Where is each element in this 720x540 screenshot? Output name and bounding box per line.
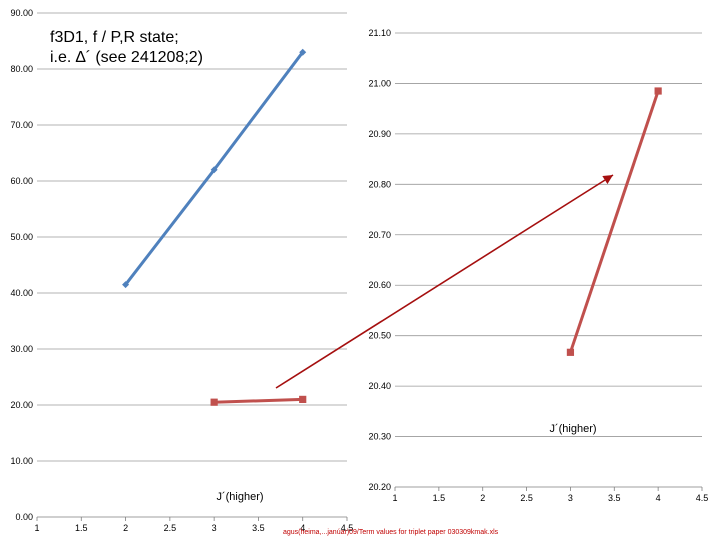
chart-title-line-1: f3D1, f / P,R state; bbox=[50, 29, 179, 46]
right-x-tick-label: 4.5 bbox=[696, 493, 709, 503]
right-x-tick-label: 2 bbox=[480, 493, 485, 503]
right-x-tick-label: 1.5 bbox=[433, 493, 446, 503]
right-y-tick-label: 20.80 bbox=[368, 179, 391, 189]
right-x-axis-label: J´(higher) bbox=[549, 423, 596, 435]
left-y-tick-label: 90.00 bbox=[10, 8, 33, 18]
left-x-tick-label: 4.5 bbox=[341, 523, 354, 533]
right-x-tick-label: 3.5 bbox=[608, 493, 621, 503]
left-y-tick-label: 60.00 bbox=[10, 176, 33, 186]
right-y-tick-label: 21.10 bbox=[368, 28, 391, 38]
left-x-tick-label: 1 bbox=[34, 523, 39, 533]
right-y-tick-label: 20.30 bbox=[368, 432, 391, 442]
right-x-tick-label: 1 bbox=[392, 493, 397, 503]
right-x-tick-label: 2.5 bbox=[520, 493, 533, 503]
left-x-axis-label: J´(higher) bbox=[216, 491, 263, 503]
left-x-tick-label: 1.5 bbox=[75, 523, 88, 533]
right-y-tick-label: 20.50 bbox=[368, 331, 391, 341]
footer-note: agus(heima,...janúar)09/Term values for … bbox=[283, 529, 499, 536]
right-y-tick-label: 20.20 bbox=[368, 482, 391, 492]
right-y-tick-label: 21.00 bbox=[368, 78, 391, 88]
connecting-arrow bbox=[275, 174, 614, 389]
left-y-tick-label: 50.00 bbox=[10, 232, 33, 242]
right-x-tick-label: 3 bbox=[568, 493, 573, 503]
left-series-0-point bbox=[210, 166, 218, 174]
right-y-tick-label: 20.60 bbox=[368, 280, 391, 290]
left-x-tick-label: 2.5 bbox=[164, 523, 177, 533]
left-y-tick-label: 70.00 bbox=[10, 120, 33, 130]
right-series-0-point bbox=[566, 348, 575, 356]
left-series-0-point bbox=[299, 48, 307, 56]
left-y-tick-label: 0.00 bbox=[15, 512, 33, 522]
left-x-tick-label: 3 bbox=[212, 523, 217, 533]
right-x-tick-label: 4 bbox=[656, 493, 661, 503]
right-y-tick-label: 20.40 bbox=[368, 381, 391, 391]
left-x-tick-label: 4 bbox=[300, 523, 305, 533]
right-chart: 20.20 20.30 20.40 20.50 20.60 20.70 20.80 20.90… bbox=[368, 28, 708, 503]
right-series-0-line bbox=[569, 90, 660, 353]
right-y-tick-label: 20.70 bbox=[368, 230, 391, 240]
left-y-tick-label: 20.00 bbox=[10, 400, 33, 410]
left-chart: 0.00 10.00 20.00 30.00 40.00 50.00 60.00 70.00 8… bbox=[10, 8, 353, 533]
right-y-tick-label: 20.90 bbox=[368, 129, 391, 139]
right-series-0-point bbox=[654, 87, 662, 95]
left-y-tick-label: 30.00 bbox=[10, 344, 33, 354]
chart-title-line-2: i.e. ∆´ (see 241208;2) bbox=[50, 49, 203, 66]
left-y-tick-label: 40.00 bbox=[10, 288, 33, 298]
left-x-tick-label: 3.5 bbox=[252, 523, 265, 533]
left-y-tick-label: 80.00 bbox=[10, 64, 33, 74]
left-x-tick-label: 2 bbox=[123, 523, 128, 533]
left-series-1-line bbox=[214, 397, 303, 404]
left-y-tick-label: 10.00 bbox=[10, 456, 33, 466]
left-series-0-point bbox=[122, 281, 130, 289]
chart-title: f3D1, f / P,R state; i.e. ∆´ (see 241208… bbox=[50, 28, 203, 68]
left-series-1-point bbox=[299, 395, 307, 403]
left-series-1-point bbox=[210, 398, 218, 406]
